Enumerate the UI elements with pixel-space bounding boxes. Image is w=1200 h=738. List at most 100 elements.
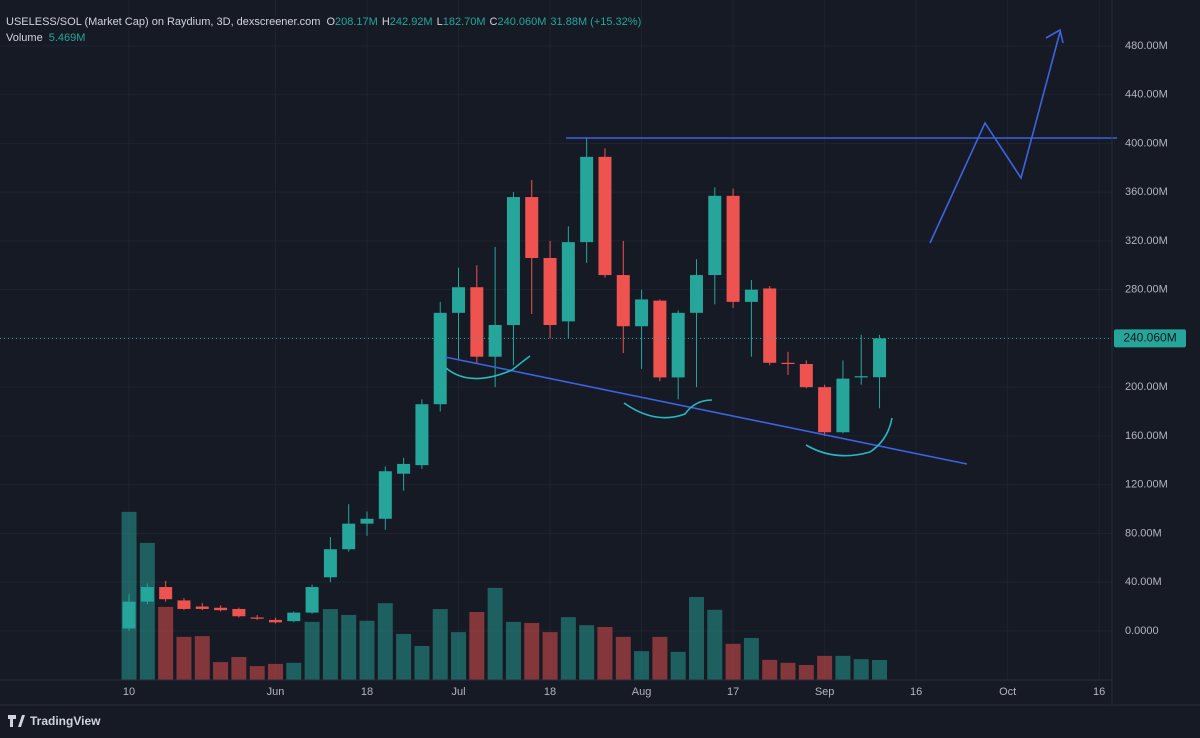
curve-right bbox=[805, 417, 893, 457]
axes: 0.0000 40.00M 80.00M 120.00M 160.00M 200.00M 2… bbox=[123, 40, 1186, 698]
y-tick-label: 280.00M bbox=[1125, 284, 1168, 296]
volume-bar bbox=[396, 633, 412, 680]
volume-bar bbox=[780, 662, 796, 680]
volume-bar bbox=[432, 609, 448, 680]
volume-bar bbox=[286, 662, 302, 680]
candle-body bbox=[561, 242, 575, 322]
candle-body bbox=[232, 608, 246, 617]
volume-bar bbox=[158, 606, 174, 680]
volume-bar bbox=[762, 659, 778, 680]
candle-body bbox=[214, 607, 228, 611]
last-price-box bbox=[1114, 329, 1186, 348]
curve-mid bbox=[623, 399, 713, 419]
volume-bar bbox=[725, 643, 741, 680]
candle-body bbox=[506, 197, 520, 326]
volume-bar bbox=[176, 636, 192, 680]
candle-body bbox=[580, 156, 594, 243]
candle-body bbox=[433, 312, 447, 405]
ohlc-value: 240.060M bbox=[497, 16, 546, 28]
volume-bar bbox=[542, 632, 558, 680]
candle-body bbox=[781, 362, 795, 365]
volume-bar bbox=[414, 646, 430, 680]
candle-body bbox=[360, 518, 374, 524]
y-tick-label: 160.00M bbox=[1125, 430, 1168, 442]
volume-bar bbox=[597, 626, 613, 680]
candle-body bbox=[122, 601, 136, 629]
volume-bar bbox=[634, 651, 650, 680]
volume-bar bbox=[249, 666, 265, 680]
volume-bar bbox=[469, 612, 485, 680]
candle-body bbox=[616, 275, 630, 327]
candle-body bbox=[818, 387, 832, 433]
volume-bar bbox=[688, 597, 704, 680]
volume-bar bbox=[341, 614, 357, 680]
volume-value: 5.469M bbox=[49, 32, 86, 44]
candle-body bbox=[159, 587, 173, 600]
candle-body bbox=[488, 325, 502, 357]
x-tick-label: 16 bbox=[910, 686, 922, 698]
ohlc-key: H bbox=[382, 16, 390, 28]
volume-bar bbox=[670, 651, 686, 680]
y-tick-label: 360.00M bbox=[1125, 186, 1168, 198]
volume-bar bbox=[322, 609, 338, 680]
x-tick-label: Sep bbox=[815, 686, 835, 698]
brand-logo: TradingView bbox=[8, 714, 101, 728]
projection-path bbox=[929, 31, 1061, 244]
x-tick-label: 10 bbox=[123, 686, 135, 698]
y-tick-label: 400.00M bbox=[1125, 137, 1168, 149]
volume-bar bbox=[798, 665, 814, 680]
volume-bar bbox=[524, 622, 540, 680]
drawings bbox=[444, 28, 1117, 465]
candle-body bbox=[140, 587, 154, 602]
volume-bar bbox=[231, 656, 247, 680]
symbol: USELESS/SOL (Market Cap) on Raydium, 3D,… bbox=[6, 16, 320, 28]
volume-bar bbox=[817, 655, 833, 680]
trend-line bbox=[444, 356, 968, 465]
candle-body bbox=[177, 600, 191, 609]
candle-body bbox=[397, 463, 411, 474]
volume-bar bbox=[139, 542, 155, 680]
x-tick-label: Oct bbox=[999, 686, 1016, 698]
candle-body bbox=[250, 617, 264, 619]
candle-body bbox=[653, 300, 667, 378]
volume-bar bbox=[615, 636, 631, 680]
x-tick-label: Jul bbox=[451, 686, 465, 698]
candle-body bbox=[305, 587, 319, 613]
y-tick-label: 440.00M bbox=[1125, 89, 1168, 101]
ohlc-key: L bbox=[437, 16, 443, 28]
candle-body bbox=[854, 376, 868, 378]
candle-body bbox=[378, 471, 392, 519]
candle-body bbox=[525, 197, 539, 258]
grid bbox=[0, 0, 1112, 680]
ohlc-key: O bbox=[326, 16, 335, 28]
ohlc-key: C bbox=[490, 16, 498, 28]
candle-body bbox=[470, 287, 484, 357]
volume-bar bbox=[579, 625, 595, 680]
x-tick-label: 17 bbox=[727, 686, 739, 698]
volume-bar bbox=[377, 603, 393, 680]
candle-body bbox=[873, 338, 887, 378]
candle-body bbox=[323, 549, 337, 578]
volume-bar bbox=[304, 621, 320, 680]
volume-title: Volume bbox=[6, 32, 43, 44]
volume-bar bbox=[652, 636, 668, 680]
candle-body bbox=[799, 364, 813, 388]
candle-body bbox=[543, 257, 557, 326]
volume-bar bbox=[853, 659, 869, 680]
candle-body bbox=[452, 287, 466, 313]
x-tick-label: 18 bbox=[361, 686, 373, 698]
candle-body bbox=[287, 612, 301, 622]
volume-bar bbox=[487, 587, 503, 680]
candle-body bbox=[836, 378, 850, 433]
candle-body bbox=[689, 275, 703, 313]
y-tick-label: 200.00M bbox=[1125, 381, 1168, 393]
ohlc-value: 182.70M bbox=[443, 16, 486, 28]
x-tick-label: 18 bbox=[544, 686, 556, 698]
curve-left bbox=[445, 355, 531, 380]
volume-bar bbox=[451, 632, 467, 680]
volume-bar bbox=[835, 655, 851, 680]
volume-header: Volume 5.469M bbox=[6, 32, 85, 44]
candle-body bbox=[726, 195, 740, 302]
